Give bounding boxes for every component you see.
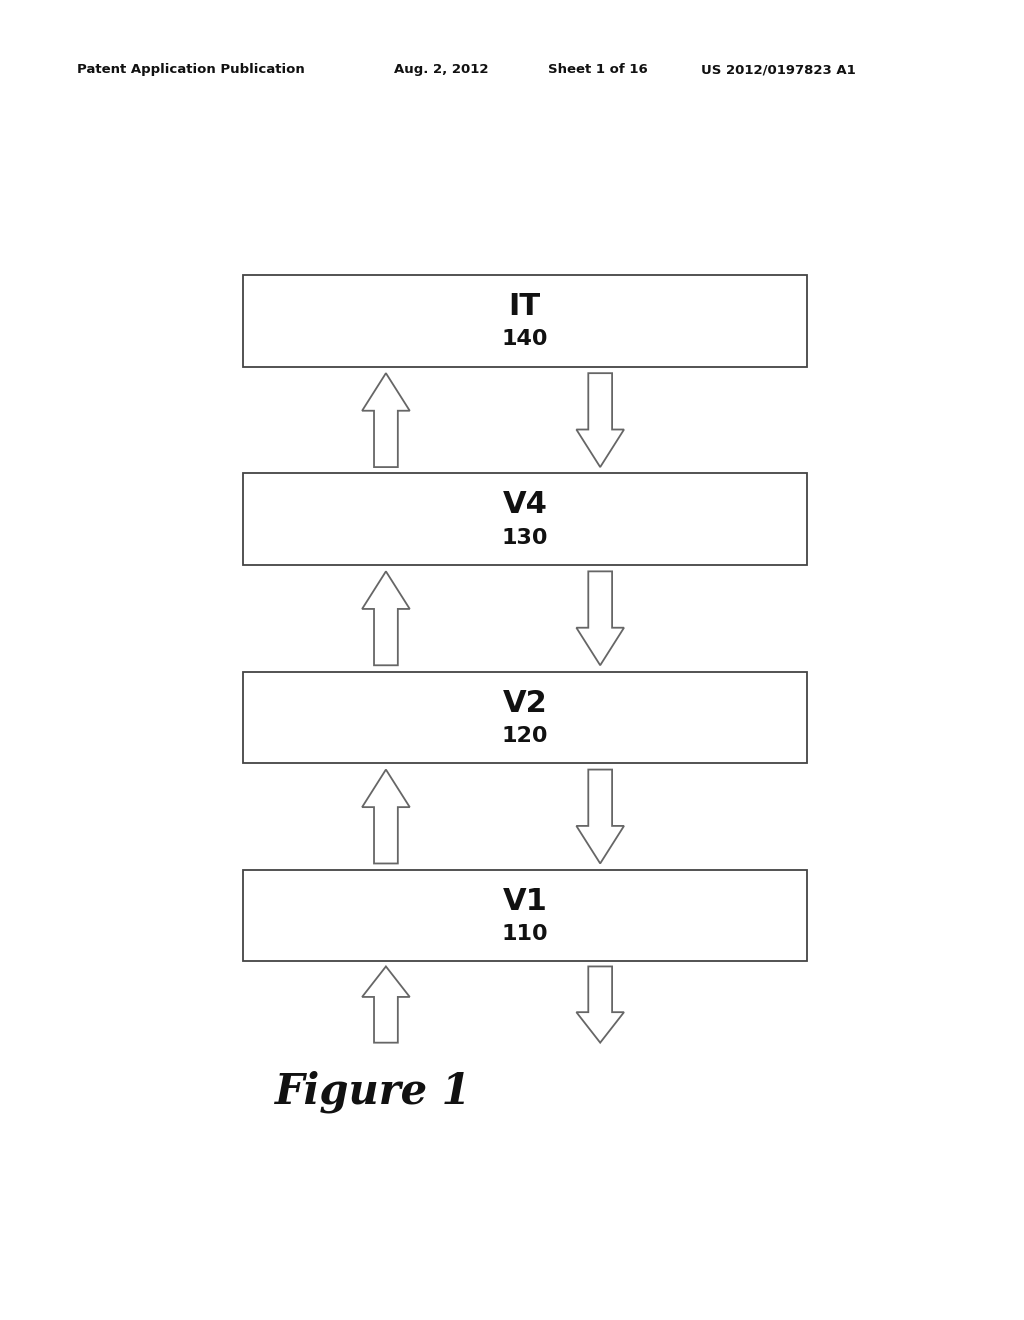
Text: 140: 140 xyxy=(502,329,548,350)
Text: V4: V4 xyxy=(503,491,547,520)
Polygon shape xyxy=(577,374,624,467)
Text: V1: V1 xyxy=(503,887,547,916)
Text: Figure 1: Figure 1 xyxy=(274,1071,471,1113)
Bar xyxy=(243,870,807,961)
Bar xyxy=(243,474,807,565)
Text: Aug. 2, 2012: Aug. 2, 2012 xyxy=(394,63,488,77)
Polygon shape xyxy=(362,770,410,863)
Polygon shape xyxy=(577,572,624,665)
Text: 110: 110 xyxy=(502,924,548,944)
Text: Sheet 1 of 16: Sheet 1 of 16 xyxy=(548,63,647,77)
Text: Patent Application Publication: Patent Application Publication xyxy=(77,63,304,77)
Polygon shape xyxy=(362,966,410,1043)
Bar xyxy=(243,276,807,367)
Polygon shape xyxy=(362,572,410,665)
Polygon shape xyxy=(577,966,624,1043)
Text: IT: IT xyxy=(509,292,541,321)
Bar xyxy=(243,672,807,763)
Text: 120: 120 xyxy=(502,726,548,746)
Polygon shape xyxy=(362,374,410,467)
Text: US 2012/0197823 A1: US 2012/0197823 A1 xyxy=(701,63,856,77)
Polygon shape xyxy=(577,770,624,863)
Text: 130: 130 xyxy=(502,528,548,548)
Text: V2: V2 xyxy=(503,689,547,718)
